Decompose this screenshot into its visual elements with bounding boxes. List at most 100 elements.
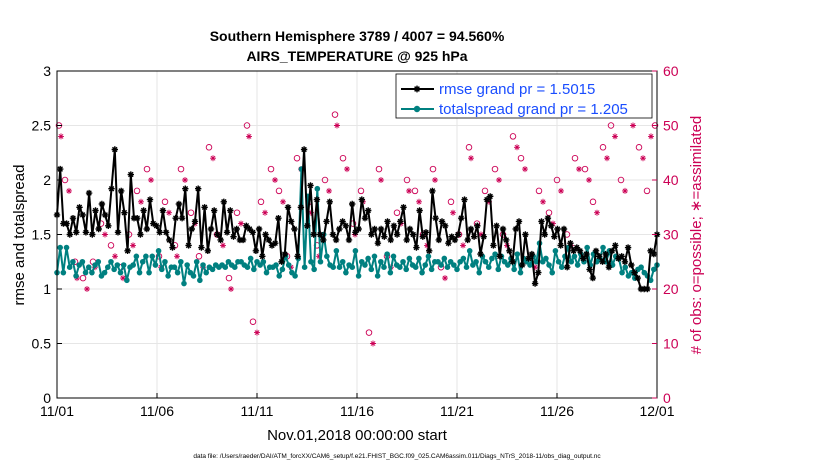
rmse-point (435, 236, 442, 244)
rmse-point (576, 247, 584, 254)
spread-point (412, 264, 419, 271)
footnote: data file: /Users/raeder/DAI/ATM_forcXX/… (193, 453, 601, 460)
spread-point (485, 264, 492, 271)
rmse-point (249, 229, 256, 236)
rmse-point (557, 242, 564, 249)
obs-assimilated-point (406, 187, 412, 194)
rmse-point (371, 225, 378, 233)
spread-point (152, 262, 159, 268)
x-axis-ticks: 11/01 11/06 11/11 11/16 11/21 11/26 12/01 (40, 393, 675, 419)
obs-assimilated-point (130, 242, 136, 249)
rmse-point (307, 182, 314, 189)
rmse-point (567, 240, 574, 247)
spread-point (117, 269, 124, 276)
spread-point (574, 262, 581, 268)
rmse-point (628, 261, 635, 269)
obs-possible-point (643, 187, 651, 195)
spread-point (197, 277, 203, 284)
rmse-point (515, 218, 523, 225)
rmse-point (275, 215, 282, 222)
rmse-point (487, 193, 494, 200)
rmse-point (63, 220, 70, 227)
spread-point (193, 258, 200, 265)
rmse-point (397, 218, 404, 225)
rmse-point (201, 204, 208, 211)
spread-point (66, 264, 73, 271)
obs-possible-point (107, 242, 115, 249)
spread-point (558, 264, 565, 271)
spread-point (406, 255, 413, 262)
obs-assimilated-point (344, 166, 350, 173)
rmse-point (101, 211, 109, 219)
rmse-point (95, 225, 102, 233)
rmse-point (480, 233, 487, 240)
obs-assimilated-point (648, 133, 654, 140)
rmse-point (506, 247, 513, 254)
spread-point (70, 258, 76, 265)
rmse-point (313, 196, 321, 203)
spread-point (336, 264, 343, 271)
rmse-point (239, 236, 247, 244)
obs-assimilated-point (228, 286, 234, 292)
rmse-point (345, 236, 353, 244)
spread-point (454, 266, 460, 273)
chart-subtitle: AIRS_TEMPERATURE @ 925 hPa (246, 48, 467, 64)
obs-assimilated-point (604, 155, 610, 162)
rmse-point (278, 258, 285, 265)
rmse-point (528, 250, 536, 258)
spread-point (374, 273, 381, 279)
y-tick-label: 1.5 (32, 227, 52, 243)
spread-point (638, 264, 644, 271)
obs-assimilated-point (254, 329, 260, 336)
obs-assimilated-point (238, 220, 244, 227)
spread-point (425, 253, 432, 260)
rmse-point (461, 196, 468, 203)
y-right-tick-label: 30 (663, 227, 679, 243)
rmse-point (291, 225, 298, 233)
spread-point (504, 262, 511, 268)
spread-point (362, 262, 368, 268)
obs-assimilated-point (594, 209, 600, 216)
y-tick-label: 2 (43, 172, 51, 188)
spread-point (143, 253, 149, 260)
rmse-point (114, 229, 122, 236)
spread-point (349, 264, 356, 271)
rmse-point (69, 215, 77, 222)
rmse-point (76, 204, 83, 211)
rmse-point (496, 253, 503, 260)
spread-point (428, 266, 435, 273)
obs-assimilated-point (220, 242, 226, 249)
rmse-point (300, 146, 308, 153)
rmse-point (329, 231, 337, 238)
rmse-point (499, 225, 507, 233)
spread-point (552, 248, 559, 254)
obs-assimilated-point (640, 155, 646, 162)
spread-point (419, 269, 425, 276)
spread-point (444, 264, 451, 271)
obs-assimilated-point (148, 177, 154, 183)
rmse-point (445, 240, 452, 247)
spread-point (378, 258, 384, 265)
spread-point (549, 269, 556, 276)
spread-point (533, 258, 540, 265)
rmse-point (124, 247, 131, 254)
spread-point (622, 264, 629, 271)
rmse-point (368, 231, 375, 238)
obs-assimilated-point (334, 122, 340, 129)
rmse-point (150, 220, 157, 227)
spread-point (222, 264, 229, 271)
rmse-point (554, 225, 561, 233)
rmse-point (381, 233, 388, 240)
y-tick-label: 1 (43, 281, 51, 297)
rmse-point (358, 196, 365, 203)
rmse-point (85, 189, 93, 197)
obs-assimilated-point (432, 177, 438, 183)
obs-assimilated-point (630, 122, 636, 129)
rmse-point (214, 231, 221, 238)
y-right-tick-label: 0 (663, 390, 671, 406)
rmse-point (416, 207, 423, 214)
rmse-point (531, 280, 539, 287)
obs-assimilated-point (326, 187, 332, 194)
obs-possible-point (411, 187, 419, 195)
obs-possible-point (243, 122, 251, 129)
